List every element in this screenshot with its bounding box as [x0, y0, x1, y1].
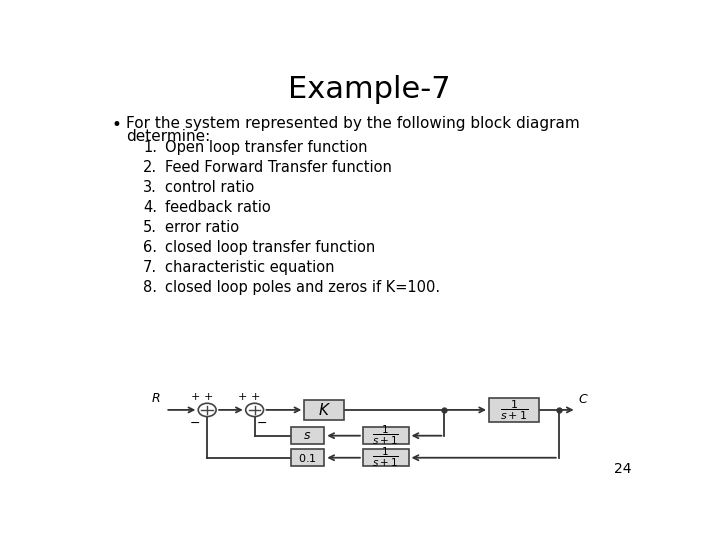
Text: 7.: 7.	[143, 260, 157, 275]
Circle shape	[198, 403, 216, 416]
Text: 2.: 2.	[143, 160, 157, 176]
Text: $R$: $R$	[151, 392, 161, 405]
Text: 5.: 5.	[143, 220, 157, 235]
FancyBboxPatch shape	[291, 427, 324, 444]
FancyBboxPatch shape	[363, 427, 409, 444]
FancyBboxPatch shape	[489, 398, 539, 422]
Text: −: −	[189, 417, 200, 430]
Text: $\dfrac{1}{s+1}$: $\dfrac{1}{s+1}$	[500, 398, 528, 422]
Text: characteristic equation: characteristic equation	[166, 260, 335, 275]
Text: +: +	[204, 392, 213, 402]
FancyBboxPatch shape	[363, 449, 409, 467]
Text: $\dfrac{1}{s+1}$: $\dfrac{1}{s+1}$	[372, 446, 399, 469]
Text: feedback ratio: feedback ratio	[166, 200, 271, 215]
Text: $K$: $K$	[318, 402, 331, 418]
Text: error ratio: error ratio	[166, 220, 240, 235]
Text: −: −	[256, 417, 267, 430]
Text: •: •	[111, 116, 121, 133]
Text: Open loop transfer function: Open loop transfer function	[166, 140, 368, 156]
Text: $0.1$: $0.1$	[298, 452, 317, 464]
FancyBboxPatch shape	[291, 449, 324, 467]
Text: closed loop poles and zeros if K=100.: closed loop poles and zeros if K=100.	[166, 280, 441, 295]
Text: 6.: 6.	[143, 240, 157, 255]
Text: $\dfrac{1}{s+1}$: $\dfrac{1}{s+1}$	[372, 424, 399, 447]
Text: +: +	[238, 392, 248, 402]
Text: $C$: $C$	[578, 393, 589, 406]
FancyBboxPatch shape	[305, 400, 344, 420]
Text: determine:: determine:	[126, 129, 210, 144]
Text: $s$: $s$	[304, 429, 312, 442]
Circle shape	[246, 403, 264, 416]
Text: 4.: 4.	[143, 200, 157, 215]
Text: For the system represented by the following block diagram: For the system represented by the follow…	[126, 116, 580, 131]
Text: 24: 24	[613, 462, 631, 476]
Text: closed loop transfer function: closed loop transfer function	[166, 240, 376, 255]
Text: Example-7: Example-7	[288, 75, 450, 104]
Text: +: +	[191, 392, 200, 402]
Text: 3.: 3.	[143, 180, 157, 195]
Text: 8.: 8.	[143, 280, 157, 295]
Text: +: +	[251, 392, 261, 402]
Text: Feed Forward Transfer function: Feed Forward Transfer function	[166, 160, 392, 176]
Text: 1.: 1.	[143, 140, 157, 156]
Text: control ratio: control ratio	[166, 180, 255, 195]
